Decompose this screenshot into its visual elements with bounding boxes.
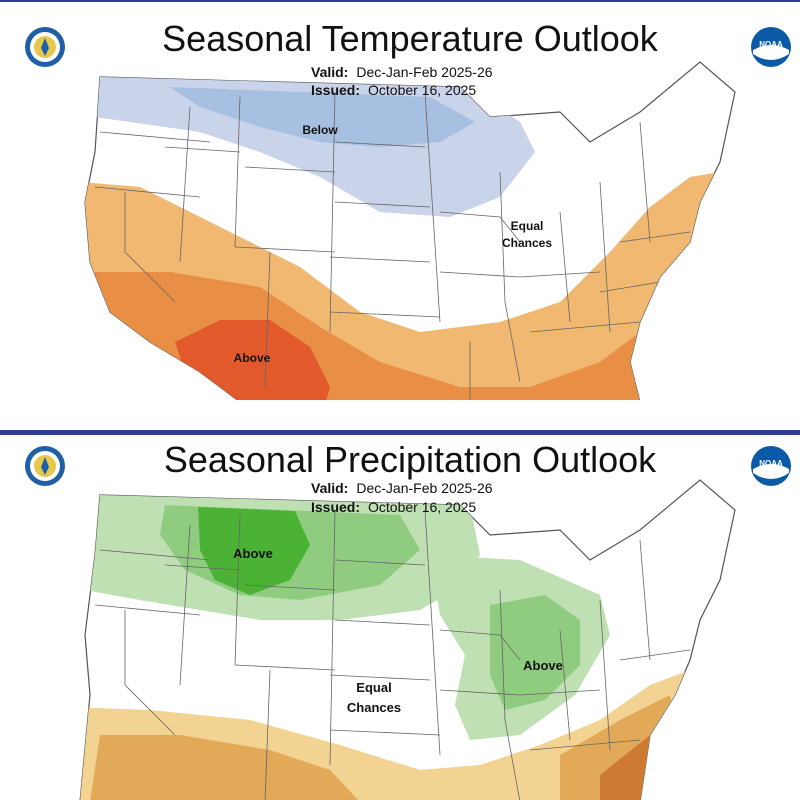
temperature-valid: Valid: Dec-Jan-Feb 2025-26 — [311, 64, 493, 80]
department-of-commerce-seal-icon — [25, 27, 65, 67]
noaa-text: NOAA — [759, 40, 783, 49]
precip-dark-north — [198, 507, 310, 595]
noaa-logo-icon: NOAA — [751, 27, 791, 67]
department-of-commerce-seal-icon — [25, 446, 65, 486]
temperature-title: Seasonal Temperature Outlook — [162, 18, 658, 59]
state-boundaries — [94, 91, 691, 400]
precipitation-title: Seasonal Precipitation Outlook — [163, 439, 657, 480]
noaa-logo-icon: NOAA — [751, 446, 791, 486]
issued-label: Issued: — [311, 499, 361, 515]
panel-divider — [0, 430, 800, 433]
above-label: Above — [234, 351, 271, 365]
equal-chances-label-line1: Equal — [511, 219, 544, 233]
below-mid-region — [170, 87, 475, 147]
precipitation-valid: Valid: Dec-Jan-Feb 2025-26 — [311, 480, 493, 496]
issued-label: Issued: — [311, 82, 361, 98]
noaa-text: NOAA — [759, 459, 783, 468]
valid-value: Dec-Jan-Feb 2025-26 — [356, 480, 493, 496]
equal-chances-label-line2: Chances — [502, 236, 552, 250]
precipitation-issued: Issued: October 16, 2025 — [311, 499, 476, 515]
precip-mid-ohio — [490, 595, 580, 710]
issued-value: October 16, 2025 — [368, 82, 477, 98]
valid-value: Dec-Jan-Feb 2025-26 — [356, 64, 493, 80]
valid-label: Valid: — [311, 480, 349, 496]
below-label: Below — [302, 123, 338, 137]
precipitation-outlook-panel: Above Above Equal Chances Seasonal Preci… — [0, 433, 800, 800]
equal-chances-precip-line1: Equal — [356, 680, 391, 695]
above-ohio-label: Above — [523, 658, 563, 673]
dry-mid-southwest — [90, 735, 360, 800]
above-northwest-label: Above — [233, 546, 273, 561]
above-dark-region — [175, 320, 330, 400]
equal-chances-precip-line2: Chances — [347, 700, 401, 715]
precipitation-map: Above Above Equal Chances — [79, 479, 736, 800]
temperature-outlook-panel: Below Above Equal Chances Seasonal Tempe… — [0, 0, 800, 400]
temperature-issued: Issued: October 16, 2025 — [311, 82, 476, 98]
state-boundaries-precip — [94, 509, 691, 800]
valid-label: Valid: — [311, 64, 349, 80]
issued-value: October 16, 2025 — [368, 499, 477, 515]
temperature-map: Below Above Equal Chances — [84, 61, 736, 400]
